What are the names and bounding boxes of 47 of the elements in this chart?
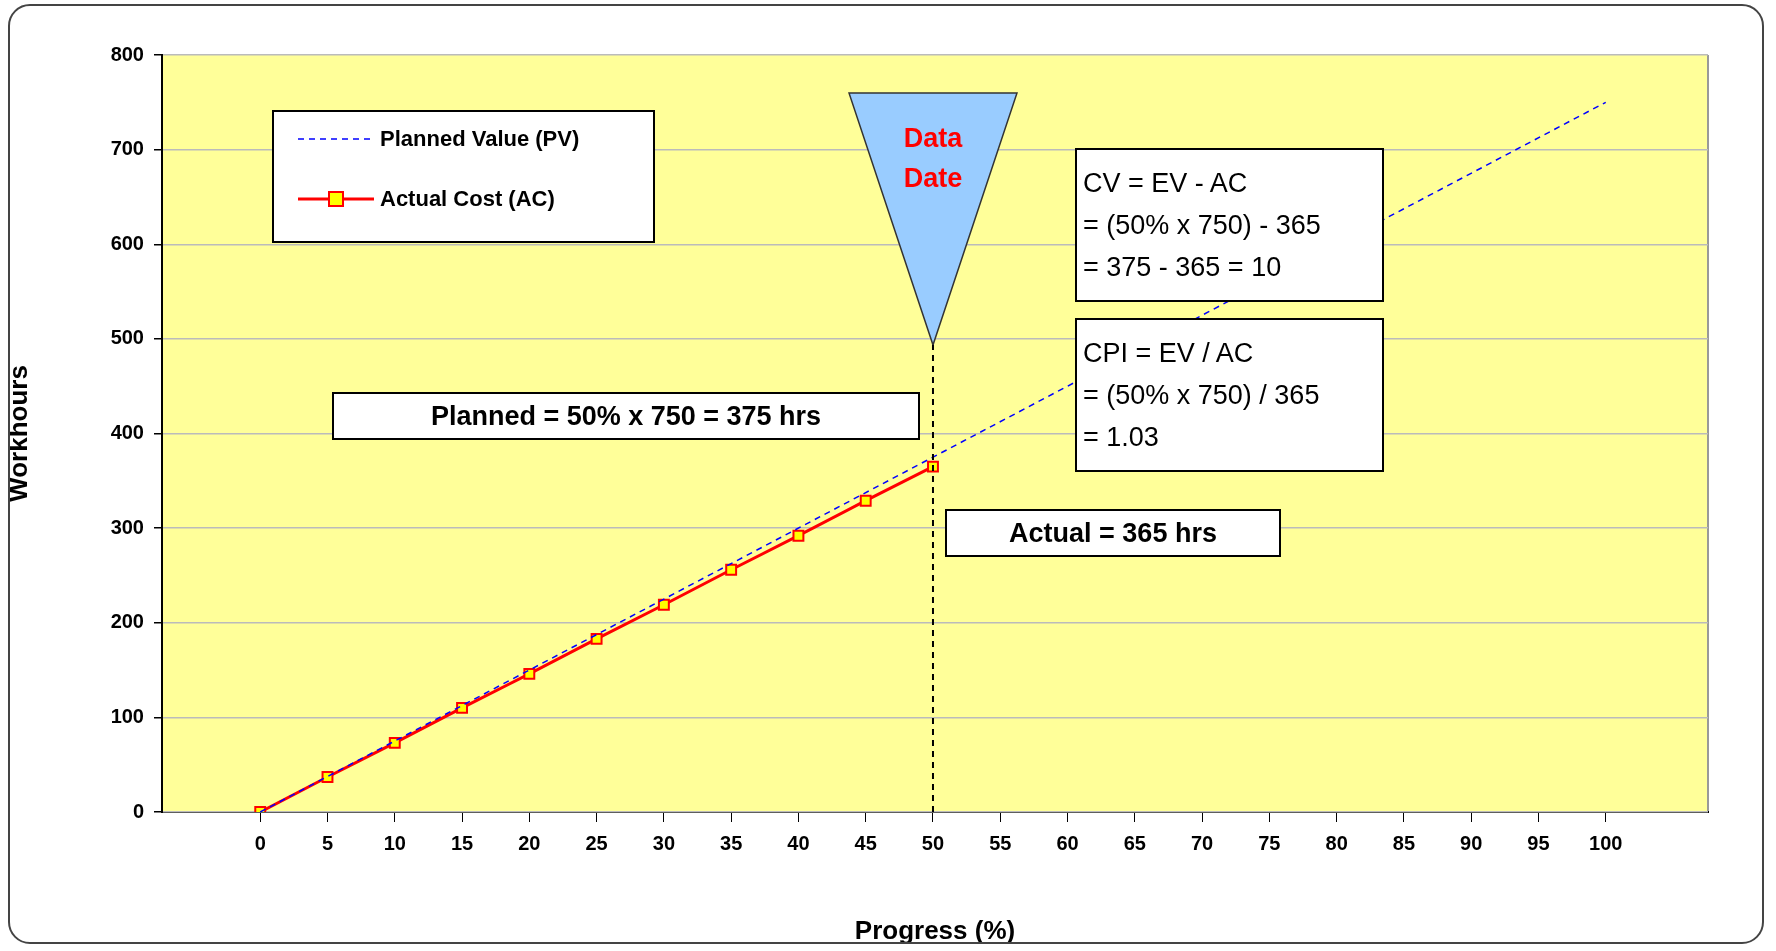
x-tick-label: 80 — [1325, 831, 1348, 854]
x-tick-label: 40 — [787, 831, 810, 854]
text-box: Planned = 50% x 750 = 375 hrs — [332, 392, 920, 440]
x-tick-label: 45 — [854, 831, 877, 854]
point — [523, 667, 536, 680]
y-tick-label: 500 — [110, 326, 144, 349]
y-tick-label: 100 — [110, 704, 144, 727]
x-tick-label: 90 — [1460, 831, 1483, 854]
x-tick-label: 95 — [1527, 831, 1550, 854]
point — [657, 598, 670, 611]
point — [388, 736, 401, 749]
y-tick-label: 600 — [110, 231, 144, 254]
x-tick-label: 75 — [1258, 831, 1281, 854]
legend-label: Actual Cost (AC) — [380, 186, 555, 212]
y-tick-label: 0 — [132, 799, 144, 822]
legend-label: Planned Value (PV) — [380, 126, 580, 152]
x-tick-label: 25 — [585, 831, 608, 854]
x-tick-label: 10 — [383, 831, 406, 854]
x-tick-label: 0 — [254, 831, 266, 854]
x-tick-label: 30 — [652, 831, 675, 854]
point — [725, 563, 738, 576]
y-tick-label: 400 — [110, 421, 144, 444]
x-tick-label: 65 — [1123, 831, 1146, 854]
y-tick-label: 800 — [110, 42, 144, 65]
text-box: CPI = EV / AC = (50% x 750) / 365 = 1.03 — [1075, 318, 1384, 472]
point — [590, 632, 603, 645]
text-box: CV = EV - AC = (50% x 750) - 365 = 375 - 365 = 10 — [1075, 148, 1384, 302]
x-tick-label: 55 — [989, 831, 1012, 854]
y-tick-label: 200 — [110, 610, 144, 633]
x-tick-label: 20 — [518, 831, 541, 854]
y-tick-label: 300 — [110, 515, 144, 538]
y-axis-title: Workhours — [2, 365, 33, 502]
y-tick-label: 700 — [110, 137, 144, 160]
text-box: Actual = 365 hrs — [945, 509, 1281, 557]
point — [859, 494, 872, 507]
x-tick-label: 70 — [1190, 831, 1214, 854]
x-tick-label: 85 — [1392, 831, 1416, 854]
ref-line-label: Data Date — [902, 122, 964, 195]
x-tick-label: 5 — [321, 831, 334, 854]
x-axis-title: Progress (%) — [854, 914, 1016, 945]
x-tick-label: 15 — [450, 831, 474, 854]
x-tick-label: 60 — [1056, 831, 1079, 854]
x-tick-label: 100 — [1589, 831, 1623, 854]
point — [456, 701, 468, 714]
x-tick-label: 50 — [921, 831, 945, 854]
point — [792, 529, 805, 542]
x-tick-label: 35 — [720, 831, 743, 854]
